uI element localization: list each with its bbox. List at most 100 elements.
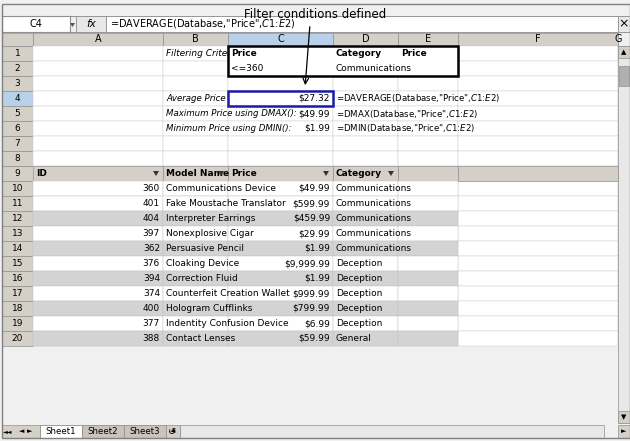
Bar	[2, 241, 33, 256]
Text: A: A	[94, 34, 101, 45]
Bar	[163, 196, 228, 211]
Bar	[163, 286, 228, 301]
Bar	[82, 425, 124, 438]
Bar	[33, 61, 163, 76]
Bar	[228, 211, 333, 226]
Bar	[2, 61, 33, 76]
Bar	[2, 196, 33, 211]
Bar	[398, 271, 458, 286]
Bar	[33, 271, 163, 286]
Polygon shape	[323, 171, 329, 176]
Bar	[398, 181, 458, 196]
Bar	[333, 211, 398, 226]
Bar	[458, 196, 618, 211]
Bar	[2, 121, 33, 136]
Bar	[458, 106, 618, 121]
Text: Hologram Cufflinks: Hologram Cufflinks	[166, 304, 253, 313]
Bar	[228, 166, 333, 181]
Text: 8: 8	[14, 154, 20, 163]
Polygon shape	[218, 171, 224, 176]
Bar	[398, 151, 458, 166]
Bar	[398, 331, 458, 346]
Bar	[398, 316, 458, 331]
Bar	[163, 61, 228, 76]
Bar	[163, 181, 228, 196]
Text: C4: C4	[30, 19, 42, 29]
Bar	[458, 211, 618, 226]
Bar	[398, 226, 458, 241]
Text: 400: 400	[143, 304, 160, 313]
Text: 16: 16	[12, 274, 23, 283]
Bar	[2, 425, 40, 438]
Bar	[333, 331, 398, 346]
Text: fx: fx	[86, 19, 96, 29]
Bar	[33, 241, 163, 256]
Bar	[398, 301, 458, 316]
Bar	[228, 121, 333, 136]
Text: Price: Price	[231, 49, 257, 58]
Bar	[398, 136, 458, 151]
Bar	[2, 211, 33, 226]
Bar	[333, 151, 398, 166]
Bar	[619, 66, 629, 86]
Bar	[33, 211, 163, 226]
Bar	[33, 136, 163, 151]
Text: 10: 10	[12, 184, 23, 193]
Bar	[163, 316, 228, 331]
Bar	[333, 91, 398, 106]
Text: Interpreter Earrings: Interpreter Earrings	[166, 214, 255, 223]
Bar	[333, 196, 398, 211]
Bar	[180, 425, 604, 438]
Bar	[2, 286, 33, 301]
Bar	[333, 33, 398, 46]
Bar	[458, 316, 618, 331]
Text: Category: Category	[336, 169, 382, 178]
Bar	[333, 256, 398, 271]
Bar	[33, 196, 163, 211]
Bar	[333, 301, 398, 316]
Bar	[33, 121, 163, 136]
Text: Indentity Confusion Device: Indentity Confusion Device	[166, 319, 289, 328]
Bar	[398, 301, 458, 316]
Polygon shape	[153, 171, 159, 176]
Text: Sheet1: Sheet1	[46, 427, 76, 436]
Bar	[124, 425, 166, 438]
Bar	[228, 256, 333, 271]
Bar	[333, 301, 398, 316]
Text: ►: ►	[621, 429, 627, 434]
Bar	[333, 106, 398, 121]
Bar	[33, 166, 163, 181]
Text: $1.99: $1.99	[304, 244, 330, 253]
Bar	[228, 301, 333, 316]
Bar	[2, 106, 33, 121]
Bar	[228, 316, 333, 331]
Bar	[2, 151, 33, 166]
Bar	[33, 166, 163, 181]
Bar	[163, 166, 228, 181]
Bar	[333, 241, 398, 256]
Text: $49.99: $49.99	[299, 109, 330, 118]
Bar	[33, 256, 163, 271]
Bar	[33, 331, 163, 346]
Text: ID: ID	[36, 169, 47, 178]
Bar	[333, 316, 398, 331]
Text: 377: 377	[143, 319, 160, 328]
Bar	[228, 331, 333, 346]
Bar	[40, 425, 82, 438]
Bar	[333, 211, 398, 226]
Bar	[2, 16, 70, 32]
Bar	[228, 226, 333, 241]
Text: Maximum Price using DMAX():: Maximum Price using DMAX():	[166, 109, 297, 118]
Bar	[458, 151, 618, 166]
Bar	[33, 181, 163, 196]
Text: 17: 17	[12, 289, 23, 298]
Bar	[333, 121, 398, 136]
Bar	[398, 241, 458, 256]
Text: 362: 362	[143, 244, 160, 253]
Text: Persuasive Pencil: Persuasive Pencil	[166, 244, 244, 253]
Bar	[458, 136, 618, 151]
Bar	[163, 271, 228, 286]
Text: Deception: Deception	[336, 319, 382, 328]
Text: 397: 397	[143, 229, 160, 238]
Text: 394: 394	[143, 274, 160, 283]
